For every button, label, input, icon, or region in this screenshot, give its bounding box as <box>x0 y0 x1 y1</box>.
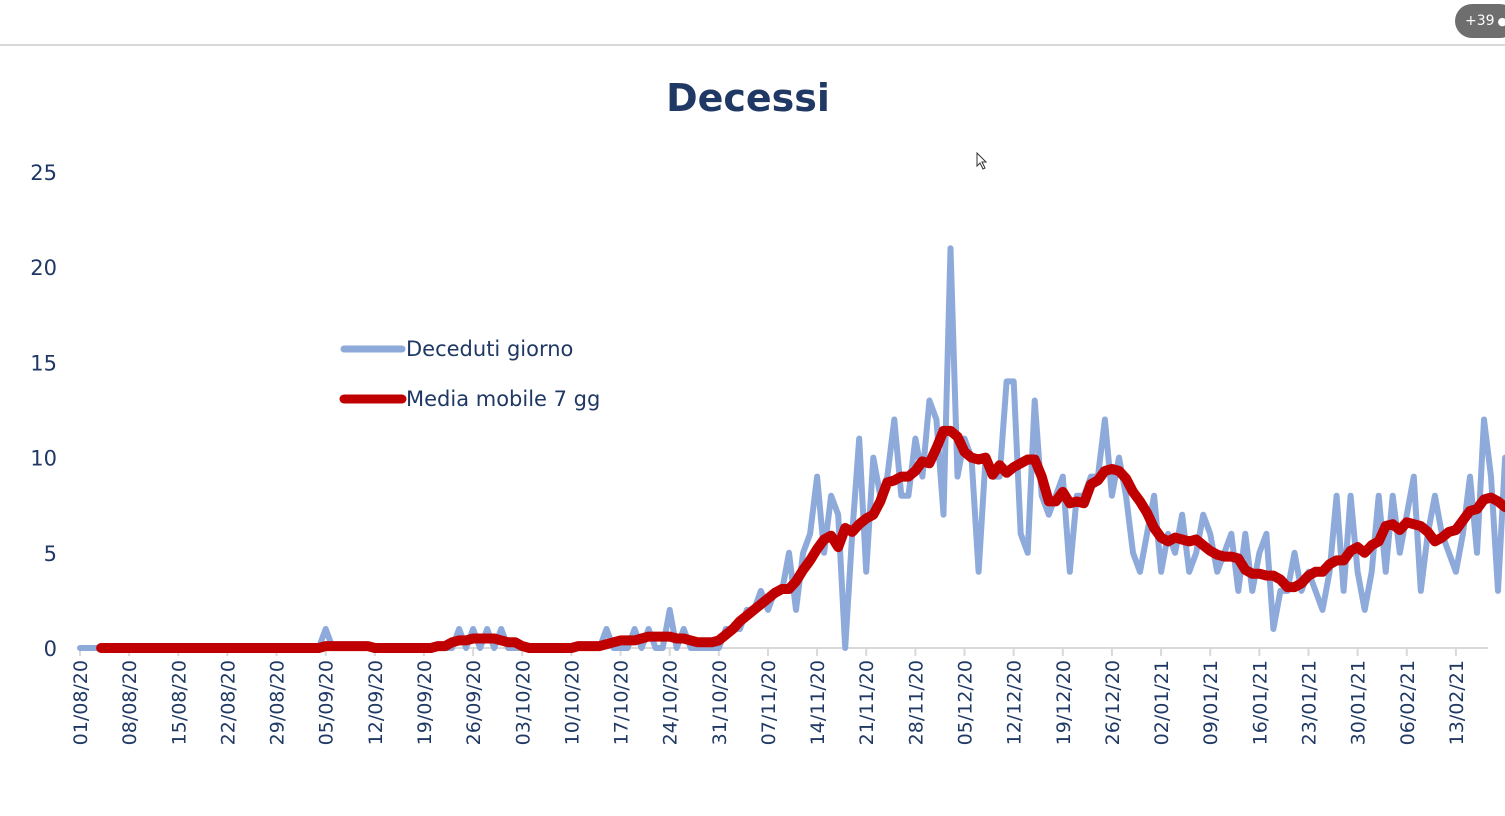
y-tick-label: 5 <box>44 542 57 566</box>
x-tick-label: 07/11/20 <box>758 660 780 745</box>
y-tick-label: 20 <box>30 256 57 280</box>
x-tick-label: 05/12/20 <box>955 660 977 745</box>
x-tick-label: 03/10/20 <box>512 660 534 745</box>
mouse-cursor-icon <box>976 152 988 170</box>
x-tick-label: 01/08/20 <box>70 660 92 745</box>
x-tick-label: 14/11/20 <box>807 660 829 745</box>
x-tick-label: 22/08/20 <box>217 660 239 745</box>
x-tick-label: 19/09/20 <box>414 660 436 745</box>
x-tick-label: 23/01/21 <box>1299 660 1321 745</box>
legend-label-daily: Deceduti giorno <box>406 337 573 361</box>
y-tick-label: 25 <box>30 161 57 185</box>
legend: Deceduti giorno Media mobile 7 gg <box>339 337 600 411</box>
x-tick-label: 05/09/20 <box>316 660 338 745</box>
x-tick-label: 02/01/21 <box>1151 660 1173 745</box>
y-tick-label: 10 <box>30 447 57 471</box>
legend-label-avg: Media mobile 7 gg <box>406 387 600 411</box>
x-tick-label: 26/09/20 <box>463 660 485 745</box>
x-tick-label: 12/09/20 <box>365 660 387 745</box>
participants-count: +39 <box>1465 13 1495 29</box>
x-tick-label: 28/11/20 <box>905 660 927 745</box>
person-icon: ● <box>1497 15 1505 28</box>
x-tick-label: 06/02/21 <box>1397 660 1419 745</box>
y-tick-label: 15 <box>30 351 57 375</box>
x-tick-label: 21/11/20 <box>856 660 878 745</box>
x-tick-label: 24/10/20 <box>660 660 682 745</box>
x-tick-label: 26/12/20 <box>1102 660 1124 745</box>
x-tick-label: 08/08/20 <box>119 660 141 745</box>
x-tick-label: 12/12/20 <box>1004 660 1026 745</box>
x-tick-label: 15/08/20 <box>168 660 190 745</box>
series-media-mobile-line <box>96 425 1505 653</box>
deaths-line-chart: Decessi 0 5 10 15 20 25 01/08/20 08/08/20 15/08… <box>30 76 1505 745</box>
y-axis: 0 5 10 15 20 25 <box>30 161 57 661</box>
x-tick-label: 09/01/21 <box>1200 660 1222 745</box>
x-tick-label: 29/08/20 <box>267 660 289 745</box>
chart-title: Decessi <box>666 76 830 120</box>
x-tick-label: 17/10/20 <box>611 660 633 745</box>
x-tick-label: 10/10/20 <box>561 660 583 745</box>
x-tick-label: 19/12/20 <box>1053 660 1075 745</box>
x-tick-label: 30/01/21 <box>1348 660 1370 745</box>
participants-badge[interactable]: +39 ● <box>1455 4 1505 38</box>
meeting-top-bar: +39 ● <box>0 0 1505 46</box>
x-tick-label: 16/01/21 <box>1249 660 1271 745</box>
x-tick-label: 31/10/20 <box>709 660 731 745</box>
x-tick-label: 13/02/21 <box>1446 660 1468 745</box>
chart-area: Decessi 0 5 10 15 20 25 01/08/20 08/08/20 15/08… <box>0 46 1505 812</box>
y-tick-label: 0 <box>44 637 57 661</box>
x-axis: 01/08/20 08/08/20 15/08/20 22/08/20 29/08/20… <box>70 648 1468 745</box>
